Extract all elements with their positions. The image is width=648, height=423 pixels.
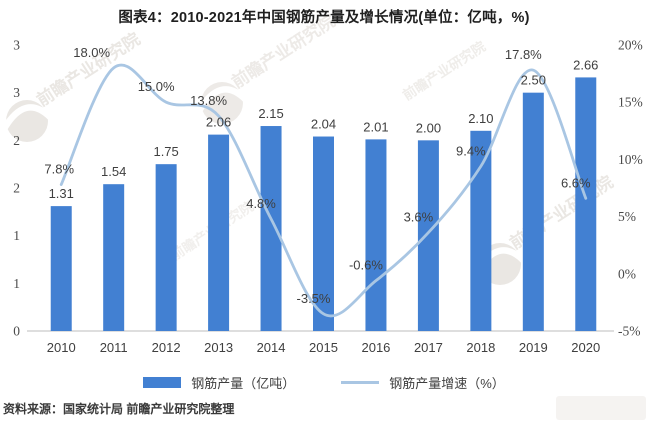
left-axis-tick: 1 <box>13 228 20 243</box>
growth-value-label: 18.0% <box>73 45 110 60</box>
growth-value-label: 4.8% <box>246 196 276 211</box>
growth-value-label: 9.4% <box>456 143 486 158</box>
bar-value-label: 2.10 <box>468 111 493 126</box>
x-axis-label: 2018 <box>466 340 495 355</box>
x-axis-label: 2014 <box>257 340 286 355</box>
bar-value-label: 2.04 <box>311 117 336 132</box>
bar-value-label: 2.15 <box>258 106 283 121</box>
growth-value-label: 6.6% <box>561 175 591 190</box>
right-axis-tick: 10% <box>618 152 643 167</box>
right-axis-tick: -5% <box>618 324 641 339</box>
source-note: 资料来源：国家统计局 前瞻产业研究院整理 <box>3 402 235 416</box>
growth-line <box>59 63 588 318</box>
left-axis-tick: 3 <box>13 85 20 100</box>
left-axis-tick: 1 <box>13 276 20 291</box>
x-axis-label: 2013 <box>204 340 233 355</box>
watermark-text: 前瞻产业研究院 <box>33 29 144 111</box>
left-axis-tick: 0 <box>13 324 20 339</box>
chart-title: 图表4：2010-2021年中国钢筋产量及增长情况(单位：亿吨，%) <box>118 10 530 26</box>
growth-value-label: 15.0% <box>138 79 175 94</box>
x-axis-label: 2016 <box>361 340 390 355</box>
bar-value-label: 2.50 <box>521 73 546 88</box>
legend-line-swatch <box>341 381 380 384</box>
watermark-text: 前瞻产业研究院 <box>400 38 489 103</box>
bar <box>155 164 177 331</box>
bar <box>103 184 125 331</box>
bar <box>208 134 230 331</box>
bar-value-label: 1.31 <box>49 186 74 201</box>
bar <box>365 139 387 331</box>
x-axis-label: 2011 <box>100 340 128 355</box>
legend-bar-label: 钢筋产量（亿吨） <box>191 376 296 391</box>
bar-value-label: 2.06 <box>206 115 231 130</box>
left-axis-tick: 2 <box>13 133 20 148</box>
right-axis-tick: 20% <box>618 38 643 53</box>
watermark-logo-swoosh <box>1 104 53 131</box>
bar <box>522 92 544 332</box>
bar <box>575 77 597 331</box>
x-axis-label: 2020 <box>571 340 600 355</box>
x-axis-label: 2015 <box>309 340 338 355</box>
bar <box>417 140 439 331</box>
watermark: 前瞻产业研究院 <box>400 38 489 103</box>
growth-value-label: -3.5% <box>297 291 331 306</box>
growth-value-label: 3.6% <box>404 210 434 225</box>
bar-value-label: 1.75 <box>153 144 178 159</box>
growth-value-label: 17.8% <box>505 47 542 62</box>
left-axis-tick: 3 <box>13 38 20 53</box>
bar <box>470 130 492 331</box>
legend-line-label: 钢筋产量增速（%） <box>389 376 505 391</box>
watermark-corner-box <box>556 396 646 420</box>
bar-value-label: 2.66 <box>573 57 598 72</box>
x-axis-label: 2010 <box>47 340 76 355</box>
right-axis-tick: 5% <box>618 209 636 224</box>
x-axis-label: 2019 <box>519 340 548 355</box>
bar-value-label: 1.54 <box>101 164 126 179</box>
growth-value-label: -0.6% <box>349 258 383 273</box>
left-axis-tick: 2 <box>13 181 20 196</box>
growth-value-label: 13.8% <box>190 93 227 108</box>
x-axis-label: 2017 <box>414 340 443 355</box>
bar <box>313 136 334 331</box>
legend: 钢筋产量（亿吨） 钢筋产量增速（%） <box>0 373 648 392</box>
bar-value-label: 2.01 <box>363 119 388 134</box>
bar <box>260 126 282 332</box>
right-axis-tick: 15% <box>618 95 643 110</box>
bar <box>50 206 72 331</box>
growth-value-label: 7.8% <box>44 162 74 177</box>
right-axis-tick: 0% <box>618 266 636 281</box>
x-axis-label: 2012 <box>152 340 181 355</box>
legend-bar-swatch <box>143 377 182 388</box>
bar-value-label: 2.00 <box>416 120 441 135</box>
